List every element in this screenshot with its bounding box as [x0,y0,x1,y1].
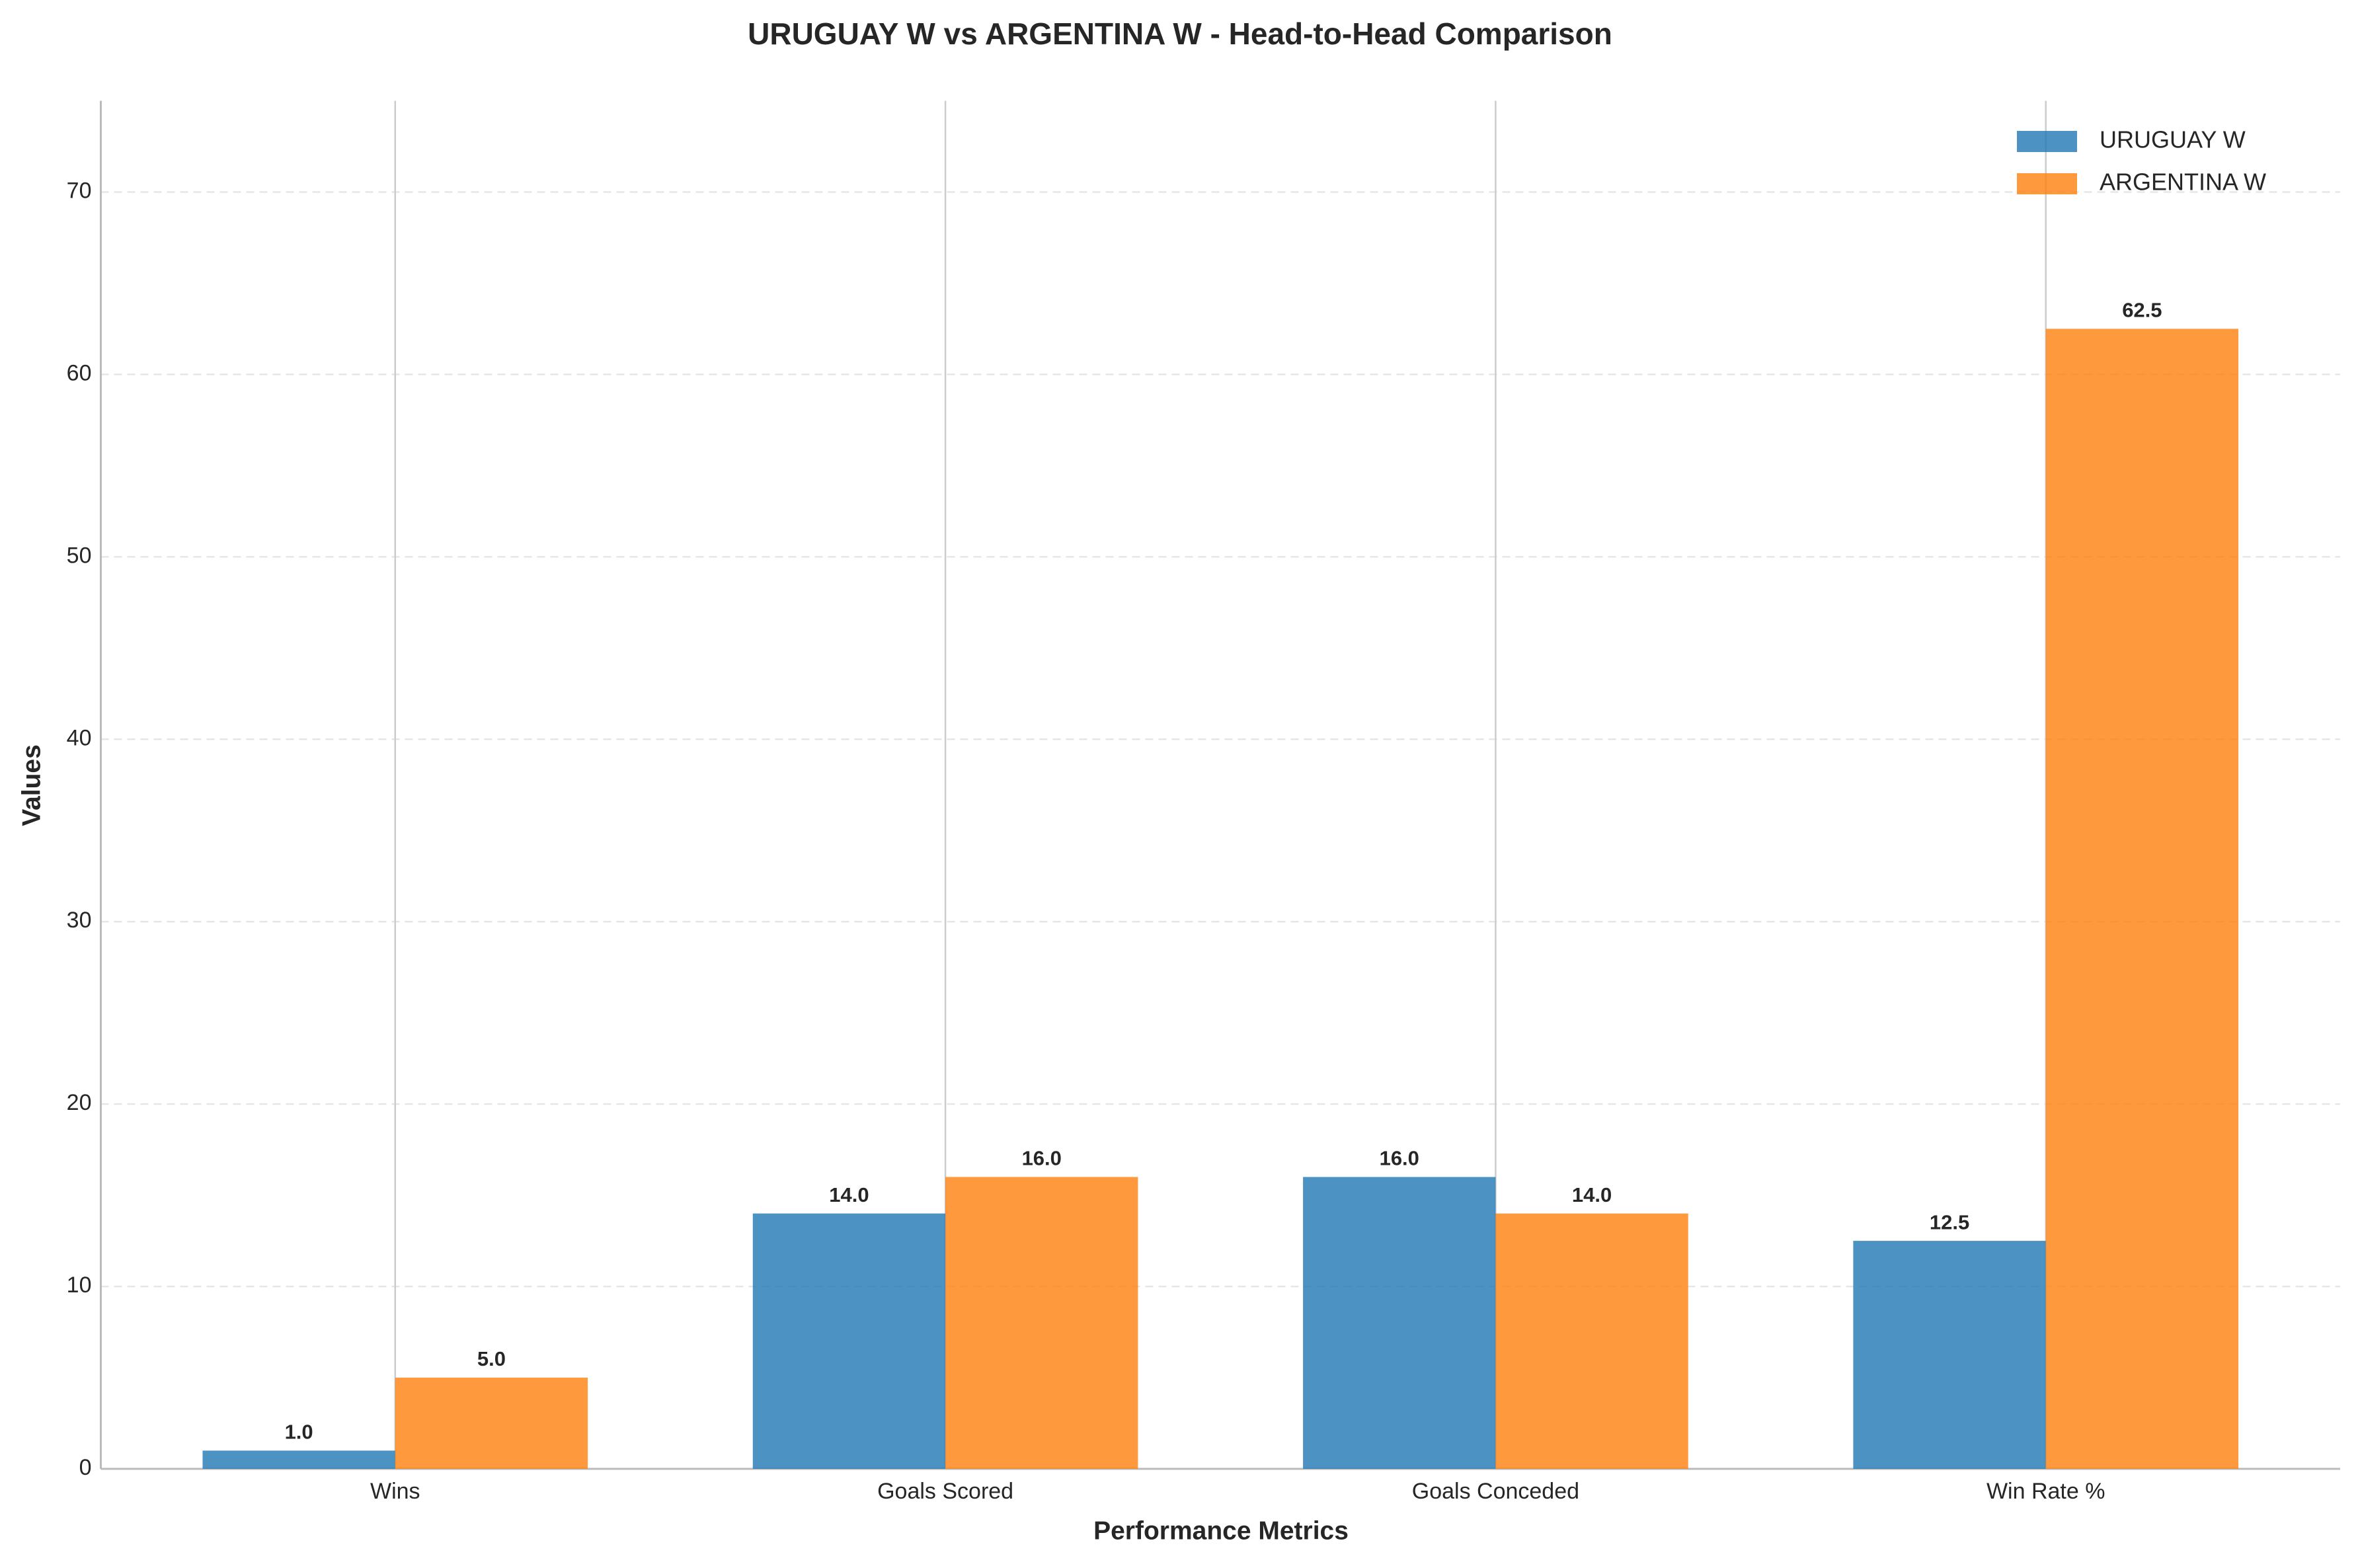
value-label: 16.0 [1380,1147,1419,1170]
legend-swatch [2017,131,2077,152]
y-tick-label: 40 [67,725,92,750]
bar [752,1213,946,1469]
x-tick-label: Wins [370,1479,420,1504]
x-tick-label: Goals Conceded [1412,1479,1579,1504]
y-tick-label: 10 [67,1273,92,1298]
value-label: 14.0 [829,1183,869,1206]
x-tick-label: Win Rate % [1986,1479,2105,1504]
bar [1495,1213,1688,1469]
bar [2045,329,2239,1470]
value-label: 16.0 [1022,1147,1062,1170]
bar [1853,1241,2046,1469]
x-axis-label: Performance Metrics [1093,1516,1349,1545]
bar [395,1378,588,1469]
value-label: 1.0 [285,1421,313,1444]
legend-label: ARGENTINA W [2100,169,2266,196]
y-tick-label: 20 [67,1090,92,1115]
chart-title: URUGUAY W vs ARGENTINA W - Head-to-Head … [748,17,1612,51]
y-tick-label: 50 [67,543,92,568]
value-label: 62.5 [2122,299,2162,322]
bar [1303,1177,1496,1469]
legend-label: URUGUAY W [2100,126,2246,153]
y-tick-label: 0 [79,1455,92,1480]
x-tick-label: Goals Scored [877,1479,1013,1504]
bar [202,1450,395,1469]
value-label: 12.5 [1930,1210,1969,1234]
y-tick-label: 60 [67,360,92,385]
y-axis-label: Values [17,744,46,826]
y-tick-label: 30 [67,908,92,933]
y-tick-label: 70 [67,178,92,203]
value-label: 5.0 [477,1347,506,1370]
bar [945,1177,1138,1469]
value-label: 14.0 [1572,1183,1612,1206]
legend-swatch [2017,173,2077,194]
